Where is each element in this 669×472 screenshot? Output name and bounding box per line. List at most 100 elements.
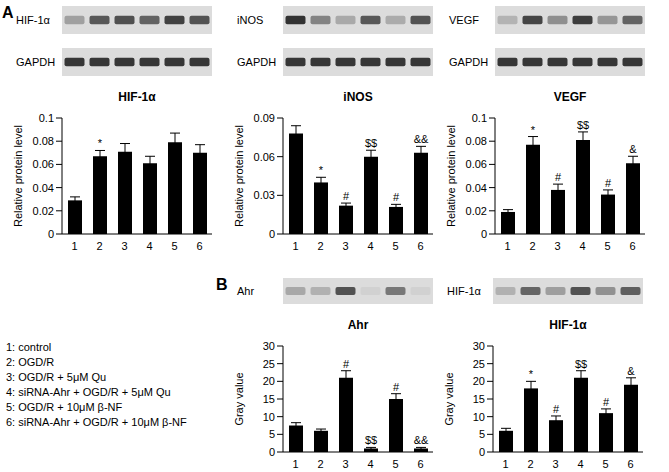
svg-text:0.06: 0.06 (33, 158, 54, 170)
svg-text:6: 6 (629, 240, 635, 252)
svg-text:10: 10 (263, 411, 275, 423)
svg-text:#: # (343, 190, 350, 202)
html-text:Gray value: Gray value (233, 372, 245, 426)
svg-text:1: 1 (502, 458, 508, 470)
svg-text:4: 4 (579, 240, 585, 252)
svg-text:0: 0 (48, 228, 54, 240)
svg-text:0.09: 0.09 (254, 112, 275, 124)
html-text:A: A (2, 4, 14, 21)
svg-text:0.04: 0.04 (466, 182, 487, 194)
svg-text:0.04: 0.04 (33, 182, 54, 194)
svg-text:2: 2 (317, 458, 323, 470)
svg-text:*: * (319, 164, 324, 176)
html-text:Relative protein level: Relative protein level (12, 124, 24, 228)
svg-text:25: 25 (473, 358, 485, 370)
svg-text:0: 0 (479, 446, 485, 458)
svg-text:#: # (553, 403, 560, 415)
svg-text:4: 4 (367, 240, 373, 252)
svg-text:4: 4 (367, 458, 373, 470)
svg-text:0.08: 0.08 (466, 135, 487, 147)
svg-text:3: 3 (342, 240, 348, 252)
svg-text:#: # (555, 171, 562, 183)
svg-text:0.02: 0.02 (33, 205, 54, 217)
svg-text:*: * (531, 124, 536, 136)
svg-text:#: # (603, 396, 610, 408)
svg-text:5: 5 (479, 428, 485, 440)
html-text:GAPDH: GAPDH (237, 56, 277, 68)
svg-text:#: # (605, 177, 612, 189)
svg-text:*: * (529, 368, 534, 380)
html-text:iNOS: iNOS (237, 14, 264, 26)
svg-text:4: 4 (146, 240, 152, 252)
html-text:Ahr: Ahr (347, 318, 369, 332)
svg-text:30: 30 (263, 340, 275, 352)
html-text:GAPDH: GAPDH (16, 56, 56, 68)
svg-text:3: 3 (552, 458, 558, 470)
svg-text:3: 3 (121, 240, 127, 252)
html-text:Relative protein level: Relative protein level (233, 124, 245, 228)
svg-text:$$: $$ (365, 137, 377, 149)
svg-text:&: & (627, 365, 635, 377)
html-text:HIF-1α: HIF-1α (16, 14, 50, 26)
svg-text:&&: && (414, 133, 429, 145)
html-text:HIF-1α: HIF-1α (549, 318, 587, 332)
svg-text:0.06: 0.06 (254, 151, 275, 163)
svg-text:0.06: 0.06 (466, 158, 487, 170)
svg-text:4: 4 (577, 458, 583, 470)
svg-text:1: 1 (71, 240, 77, 252)
html-text:VEGF: VEGF (553, 90, 587, 104)
svg-text:#: # (393, 381, 400, 393)
svg-text:5: 5 (269, 428, 275, 440)
svg-text:0.03: 0.03 (254, 189, 275, 201)
svg-text:5: 5 (602, 458, 608, 470)
svg-text:20: 20 (263, 375, 275, 387)
svg-text:0: 0 (269, 228, 275, 240)
svg-text:6: 6 (627, 458, 633, 470)
svg-text:5: 5 (392, 240, 398, 252)
svg-text:20: 20 (473, 375, 485, 387)
html-text:GAPDH: GAPDH (449, 56, 489, 68)
svg-text:10: 10 (473, 411, 485, 423)
svg-text:$$: $$ (365, 434, 377, 446)
svg-text:0.1: 0.1 (39, 112, 54, 124)
svg-text:2: 2 (96, 240, 102, 252)
svg-text:0.1: 0.1 (472, 112, 487, 124)
svg-text:2: 2 (317, 240, 323, 252)
svg-text:0: 0 (481, 228, 487, 240)
html-text:Relative protein level: Relative protein level (445, 124, 457, 228)
svg-text:6: 6 (417, 458, 423, 470)
svg-text:#: # (343, 358, 350, 370)
svg-text:1: 1 (292, 240, 298, 252)
svg-text:5: 5 (604, 240, 610, 252)
svg-text:5: 5 (171, 240, 177, 252)
html-text:HIF-1α: HIF-1α (118, 90, 156, 104)
svg-text:5: 5 (392, 458, 398, 470)
svg-text:$$: $$ (575, 358, 587, 370)
svg-text:2: 2 (527, 458, 533, 470)
svg-text:&&: && (414, 434, 429, 446)
svg-text:#: # (393, 191, 400, 203)
svg-text:6: 6 (196, 240, 202, 252)
svg-text:*: * (98, 137, 103, 149)
svg-text:3: 3 (554, 240, 560, 252)
html-text:Gray value: Gray value (443, 372, 455, 426)
svg-text:0: 0 (269, 446, 275, 458)
html-text:VEGF: VEGF (449, 14, 479, 26)
html-text:HIF-1α: HIF-1α (447, 285, 481, 297)
svg-text:0.02: 0.02 (466, 205, 487, 217)
svg-text:15: 15 (473, 393, 485, 405)
svg-text:0.08: 0.08 (33, 135, 54, 147)
html-text:iNOS: iNOS (343, 90, 373, 104)
svg-text:25: 25 (263, 358, 275, 370)
svg-text:$$: $$ (577, 119, 589, 131)
svg-text:3: 3 (342, 458, 348, 470)
svg-text:15: 15 (263, 393, 275, 405)
html-text:Ahr: Ahr (237, 285, 255, 297)
svg-text:&: & (629, 143, 637, 155)
svg-text:1: 1 (504, 240, 510, 252)
html-text:B: B (216, 276, 228, 293)
svg-text:2: 2 (529, 240, 535, 252)
svg-text:1: 1 (292, 458, 298, 470)
svg-text:6: 6 (417, 240, 423, 252)
svg-text:30: 30 (473, 340, 485, 352)
